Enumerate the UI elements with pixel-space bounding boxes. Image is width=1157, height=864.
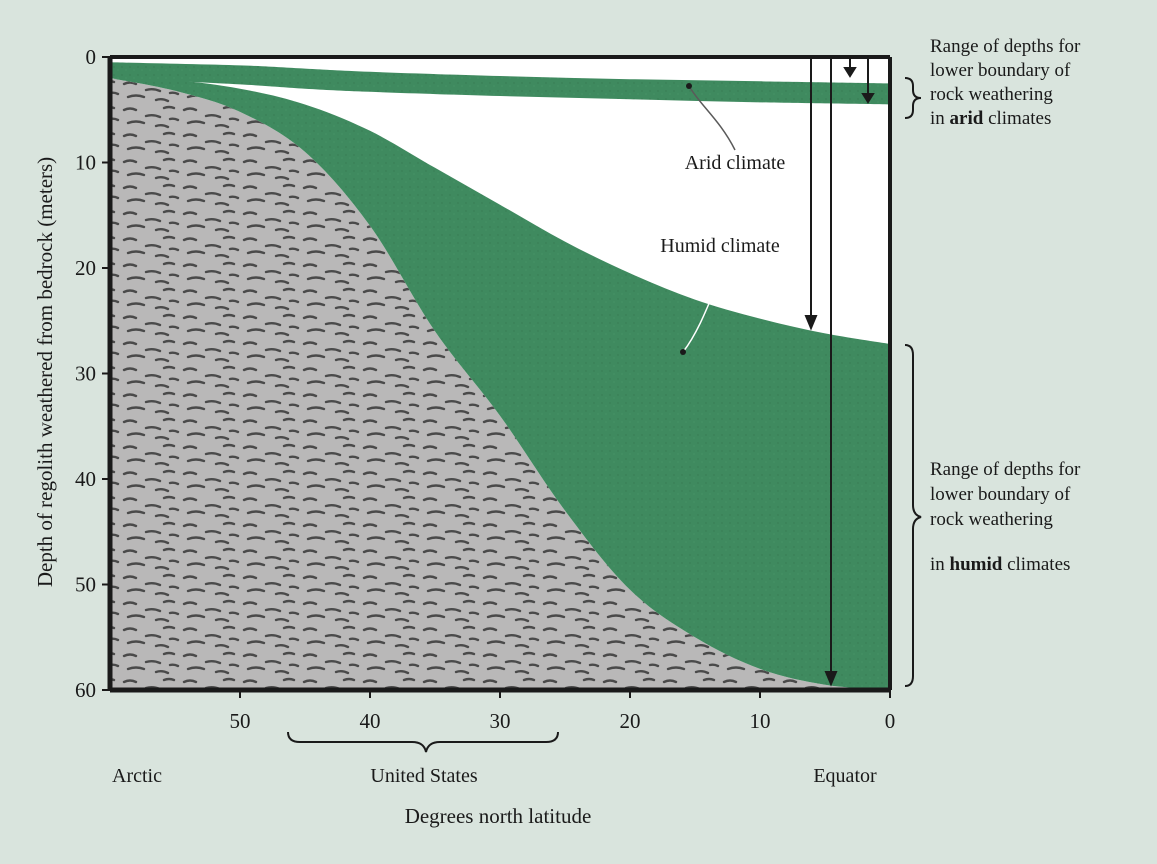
humid-climate-label: Humid climate — [660, 235, 780, 257]
x-tick-group: 50 40 30 20 10 0 — [230, 690, 896, 733]
y-tick-label: 50 — [75, 573, 96, 597]
y-tick-label: 20 — [75, 256, 96, 280]
arid-range-label: Range of depths for lower boundary of ro… — [930, 36, 1081, 129]
svg-text:lower boundary of: lower boundary of — [930, 484, 1071, 505]
x-axis-title: Degrees north latitude — [405, 804, 592, 828]
arid-range-arrows — [843, 57, 875, 104]
y-tick-label: 10 — [75, 151, 96, 175]
bedrock-region — [110, 78, 890, 691]
x-tick-label: 50 — [230, 709, 251, 733]
svg-text:lower boundary of: lower boundary of — [930, 60, 1071, 81]
x-tick-label: 40 — [360, 709, 381, 733]
x-tick-label: 30 — [490, 709, 511, 733]
y-tick-group: 0 10 20 30 40 50 60 — [75, 45, 110, 702]
arid-range-brace — [904, 77, 922, 119]
y-tick-label: 60 — [75, 678, 96, 702]
humid-climate-band — [110, 78, 890, 691]
equator-label: Equator — [813, 765, 877, 787]
y-tick-label: 30 — [75, 362, 96, 386]
svg-text:in arid climates: in arid climates — [930, 108, 1051, 129]
humid-range-label: Range of depths for lower boundary of ro… — [930, 459, 1081, 575]
leader-lines — [680, 83, 736, 355]
svg-text:rock weathering: rock weathering — [930, 509, 1053, 530]
x-tick-label: 0 — [885, 709, 896, 733]
y-tick-label: 0 — [86, 45, 97, 69]
y-tick-label: 40 — [75, 467, 96, 491]
humid-range-arrows — [804, 57, 838, 687]
svg-text:in humid climates: in humid climates — [930, 554, 1070, 575]
arid-climate-label: Arid climate — [685, 152, 786, 174]
y-axis-title: Depth of regolith weathered from bedrock… — [33, 157, 57, 587]
x-tick-label: 10 — [750, 709, 771, 733]
svg-text:Range of depths for: Range of depths for — [930, 36, 1081, 57]
x-tick-label: 20 — [620, 709, 641, 733]
united-states-label: United States — [370, 765, 477, 787]
svg-text:rock weathering: rock weathering — [930, 84, 1053, 105]
arctic-label: Arctic — [112, 765, 162, 787]
united-states-brace — [287, 731, 559, 753]
svg-text:Range of depths for: Range of depths for — [930, 459, 1081, 480]
humid-range-brace — [904, 344, 922, 687]
